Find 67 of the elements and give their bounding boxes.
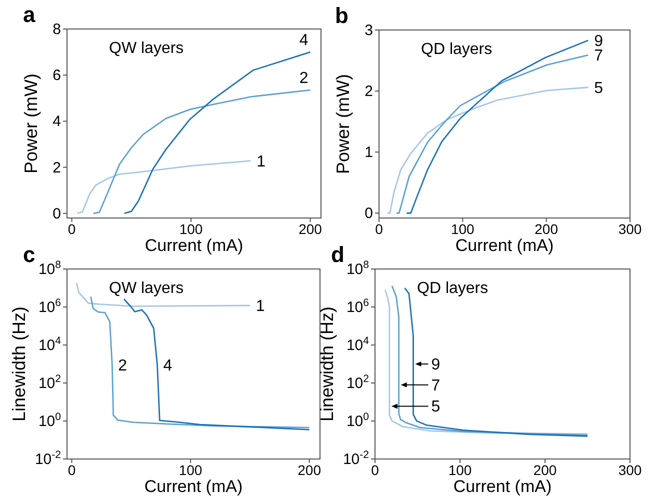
x-axis-title: Current (mA) [455,236,554,255]
annotation: 2 [118,357,128,374]
y-tick-label: 2 [52,159,61,176]
x-tick-label: 200 [298,462,322,478]
annotation: 9 [431,356,440,374]
y-tick-label: 10$^{0}$ [38,411,62,430]
x-axis-title: Current (mA) [144,236,244,255]
y-tick-label: 10$^{4}$ [38,335,62,354]
y-axis-title: Power (mW) [333,74,353,174]
annotation: 4 [163,357,172,374]
x-tick-label: 0 [68,462,76,478]
chart-title: d [331,242,344,267]
y-tick-label: 10$^{-2}$ [342,449,370,468]
annotation: QD layers [421,41,492,58]
x-tick-label: 100 [179,221,203,237]
y-tick-label: 0 [52,205,61,222]
x-tick-label: 100 [178,462,202,478]
y-tick-label: 10$^{8}$ [346,259,370,278]
x-tick-label: 200 [533,462,557,478]
x-tick-label: 0 [375,221,384,237]
y-tick-label: 10$^{-2}$ [34,449,62,468]
line-series [90,296,310,428]
annotation: 1 [256,153,266,170]
annotation: 7 [431,377,440,394]
chart-title: a [23,2,36,27]
annotation: QW layers [109,40,184,57]
annotation: 7 [594,48,604,65]
y-axis-title: Linewidth (Hz) [9,306,29,422]
y-tick-label: 10$^{6}$ [38,297,62,316]
x-axis-title: Current (mA) [453,477,552,496]
y-tick-label: 10$^{4}$ [346,335,370,354]
y-tick-label: 10$^{6}$ [346,297,370,316]
annotation: 2 [299,70,308,88]
y-tick-label: 3 [364,22,373,39]
annotation: 1 [256,298,265,315]
y-tick-label: 4 [52,113,61,130]
y-tick-label: 10$^{8}$ [38,259,62,278]
annotation: 4 [299,32,308,50]
annotation: QW layers [109,280,184,297]
x-tick-label: 100 [448,462,472,478]
line-series [76,282,251,307]
chart-title: c [23,242,36,267]
x-tick-label: 300 [618,221,642,237]
y-tick-label: 10$^{2}$ [346,373,370,392]
y-tick-label: 2 [364,83,373,100]
y-tick-label: 6 [52,67,61,84]
annotation: QD layers [417,280,488,297]
y-tick-label: 1 [364,144,373,162]
line-series [92,89,311,214]
y-tick-label: 0 [364,205,373,222]
x-axis-title: Current (mA) [144,477,243,496]
y-axis-title: Linewidth (Hz) [317,306,337,422]
line-series [76,160,252,214]
chart-title: b [335,3,348,28]
y-tick-label: 10$^{0}$ [346,411,370,430]
line-series [386,86,589,214]
x-tick-label: 200 [298,221,322,237]
x-tick-label: 200 [534,221,558,237]
annotation: 5 [431,398,440,416]
annotation: 5 [594,80,604,97]
y-tick-label: 10$^{2}$ [38,373,62,392]
y-tick-label: 8 [52,21,61,38]
x-tick-label: 100 [450,221,475,237]
x-tick-label: 300 [618,462,642,478]
x-tick-label: 0 [68,221,76,237]
y-axis-title: Power (mW) [21,74,41,174]
annotation: 9 [594,32,604,50]
